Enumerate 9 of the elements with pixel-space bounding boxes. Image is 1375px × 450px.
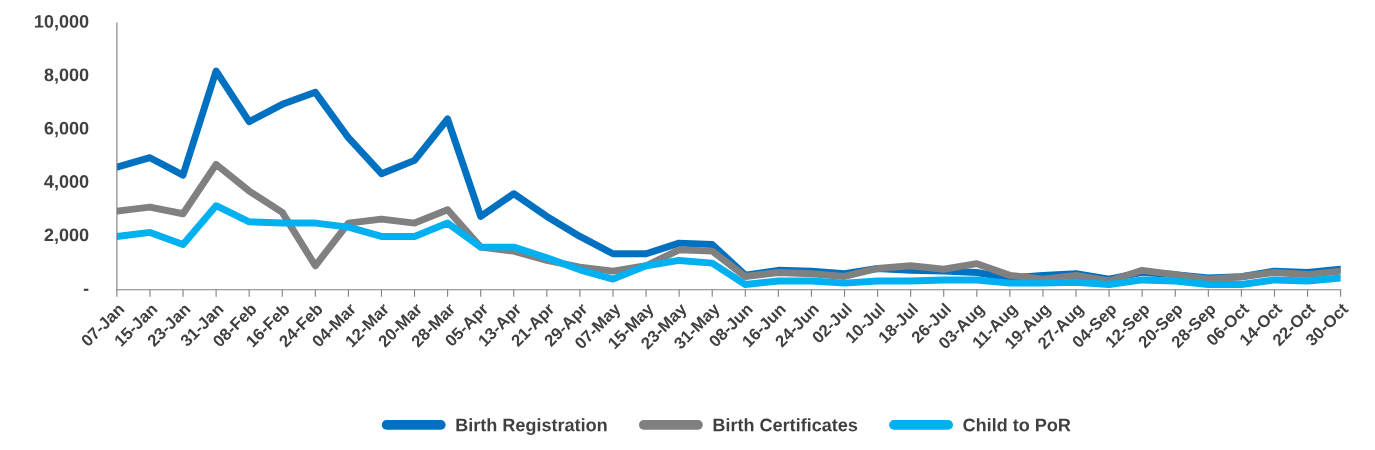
y-tick-label: 8,000 [44,68,89,84]
y-tick-label: 4,000 [44,175,89,191]
y-tick-label: 6,000 [44,121,89,138]
y-tick-label: - [83,288,89,291]
y-tick-label: 2,000 [44,228,89,244]
legend-label: Child to PoR [963,418,1071,432]
legend-label: Birth Certificates [713,418,858,432]
y-tick-label: 10,000 [35,15,89,31]
legend-label: Birth Registration [456,418,607,436]
